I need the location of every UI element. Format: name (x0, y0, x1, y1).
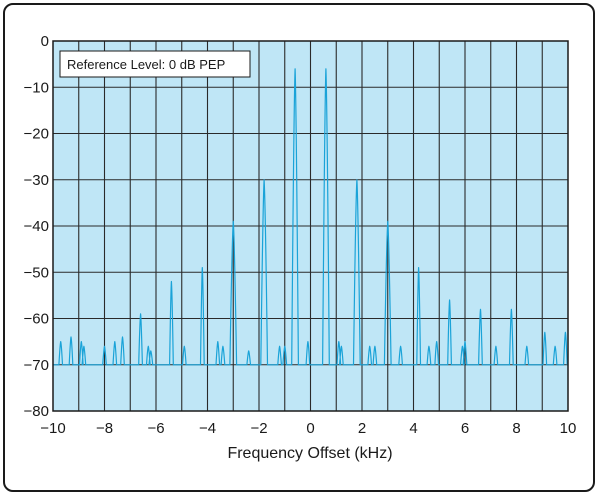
y-tick-label: −80 (24, 403, 49, 420)
grid (53, 41, 568, 411)
x-tick-label: −4 (199, 420, 216, 437)
x-tick-label: 4 (409, 420, 417, 437)
x-tick-label: 6 (461, 420, 469, 437)
y-tick-label: −70 (24, 357, 49, 374)
y-tick-label: −50 (24, 264, 49, 281)
x-tick-label: −2 (250, 420, 267, 437)
x-tick-label: 0 (306, 420, 314, 437)
x-axis-label: Frequency Offset (kHz) (227, 445, 392, 462)
y-tick-label: −10 (24, 79, 49, 96)
x-tick-label: 10 (560, 420, 577, 437)
x-tick-label: −6 (147, 420, 164, 437)
x-tick-label: −8 (96, 420, 113, 437)
reference-level-annotation: Reference Level: 0 dB PEP (67, 57, 225, 72)
x-tick-label: 8 (512, 420, 520, 437)
y-axis: 0 −10 −20 −30 −40 −50 −60 −70 −80 (24, 33, 49, 420)
x-tick-label: 2 (358, 420, 366, 437)
reference-level-box: Reference Level: 0 dB PEP (59, 50, 251, 78)
x-axis: −10 −8 −6 −4 −2 0 2 4 6 8 10 (40, 420, 576, 437)
y-tick-label: −60 (24, 311, 49, 328)
x-tick-label: −10 (40, 420, 65, 437)
plot-border (52, 40, 569, 412)
spectrum-trace (53, 68, 568, 366)
y-tick-label: −30 (24, 172, 49, 189)
y-tick-label: −20 (24, 126, 49, 143)
y-tick-label: 0 (41, 33, 49, 50)
y-tick-label: −40 (24, 218, 49, 235)
